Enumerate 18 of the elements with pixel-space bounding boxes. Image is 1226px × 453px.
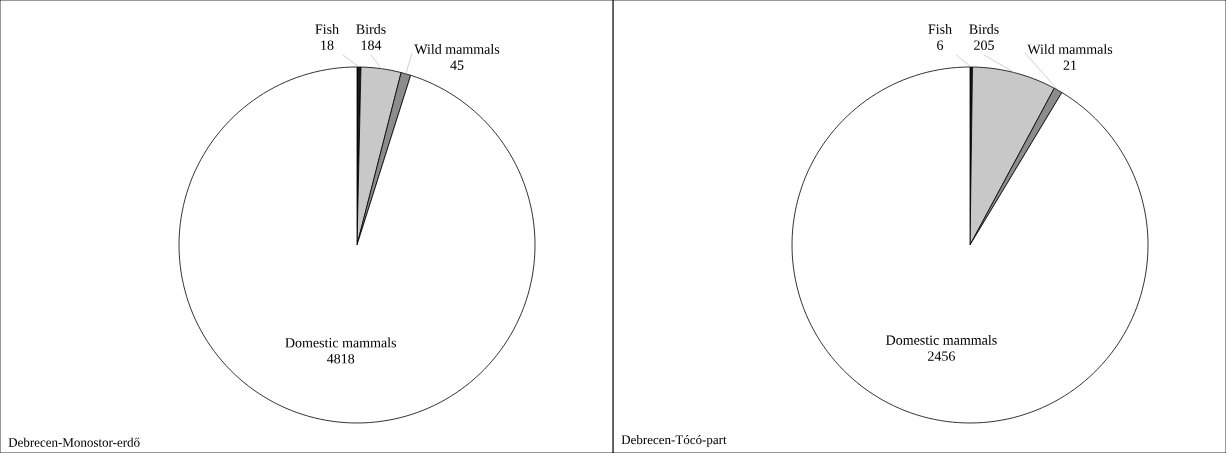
slice-label: Birds: [356, 24, 386, 34]
slice-label: Domestic mammals: [285, 337, 397, 348]
text: Debrecen-Monostor-erdő: [8, 437, 140, 447]
slice-label: Wild mammals: [1027, 44, 1113, 55]
data-label: 6: [937, 40, 944, 50]
data-label: 2456: [928, 351, 955, 361]
slice-label: Birds: [969, 24, 999, 34]
data-label: 4818: [326, 354, 355, 364]
slice-label: Fish: [928, 24, 952, 34]
data-label: 184: [361, 40, 382, 50]
text: Debrecen-Tócó-part: [621, 435, 727, 447]
data-label: 21: [1063, 60, 1077, 70]
data-label: 45: [450, 60, 464, 70]
data-label: 18: [321, 40, 334, 50]
slice-label: Domestic mammals: [886, 334, 997, 345]
slice-label: Fish: [315, 24, 339, 34]
slice-label: Wild mammals: [414, 44, 500, 54]
data-label: 205: [974, 40, 994, 50]
